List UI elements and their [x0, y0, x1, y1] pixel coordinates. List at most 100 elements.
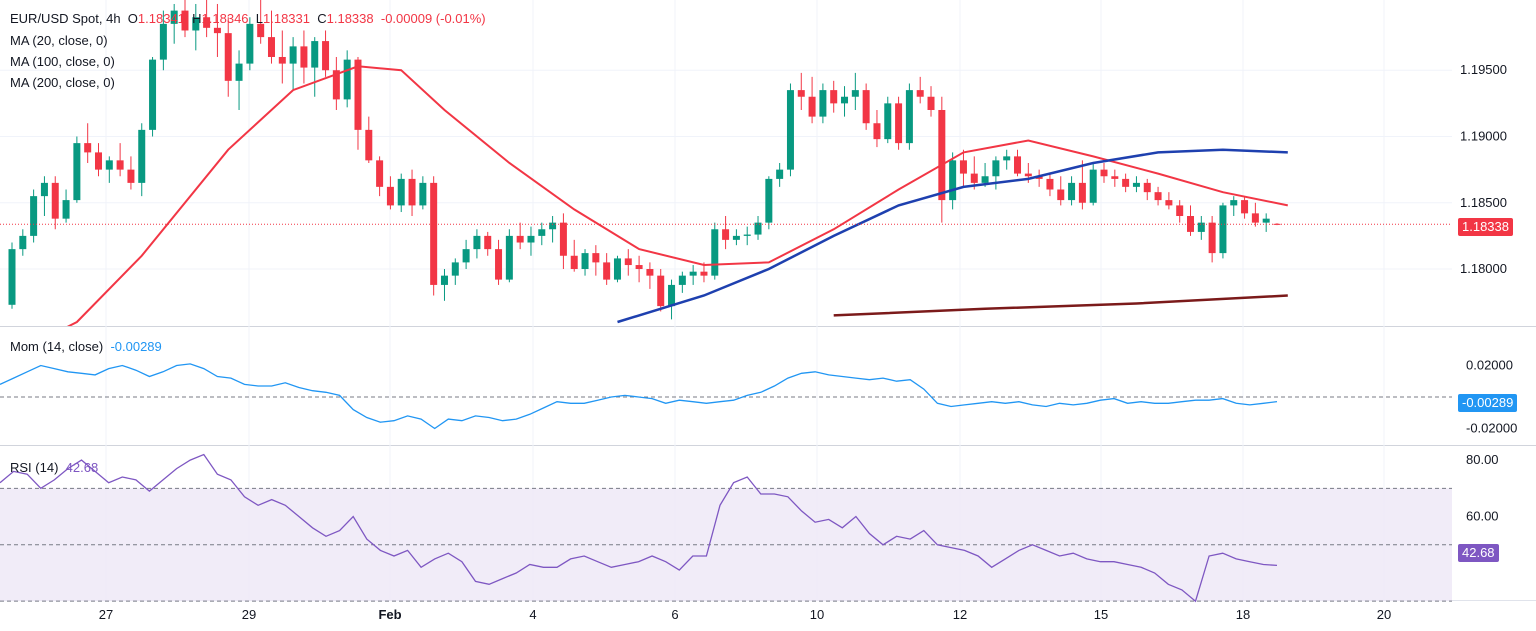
open-value: 1.18341 [137, 11, 185, 26]
rsi-axis-label: 60.00 [1466, 509, 1499, 524]
candle-body [1046, 178, 1054, 190]
candle-body [1122, 178, 1130, 187]
candle-body [624, 258, 632, 266]
candle-body [862, 90, 870, 124]
time-axis-label: 27 [99, 607, 113, 622]
candle-body [505, 235, 513, 280]
candle-body [1273, 223, 1281, 225]
low-label: L [255, 11, 263, 26]
candle-body [592, 253, 600, 263]
price-axis-label: 1.18500 [1460, 195, 1507, 210]
rsi-axis-label: 80.00 [1466, 452, 1499, 467]
candle-body [105, 160, 113, 170]
candle-body [473, 235, 481, 250]
mom-tag: -0.00289 [1458, 394, 1518, 412]
open-label: O [127, 11, 138, 26]
candle-body [808, 96, 816, 117]
candle-body [440, 275, 448, 285]
symbol-legend: EUR/USD Spot, 4h O1.18341 H1.18346 L 1.18… [10, 10, 486, 28]
mom-line [0, 363, 1278, 430]
candle-body [170, 10, 178, 24]
candle-body [376, 160, 384, 187]
ma20-legend[interactable]: MA (20, close, 0) [10, 33, 108, 48]
candle-body [635, 265, 643, 270]
candle-body [484, 235, 492, 250]
symbol-label: EUR/USD Spot, 4h [10, 11, 121, 26]
candle-body [73, 143, 81, 201]
candle-body [267, 37, 275, 57]
change-value: -0.00009 (-0.01%) [380, 11, 486, 26]
time-axis-label: 18 [1236, 607, 1250, 622]
candle-body [278, 56, 286, 64]
candle-body [181, 10, 189, 31]
rsi-legend[interactable]: RSI (14) 42.68 [10, 459, 98, 477]
candle-body [743, 234, 751, 236]
candle-body [138, 129, 146, 183]
high-value: 1.18346 [201, 11, 249, 26]
candle-body [895, 103, 903, 144]
candle-body [992, 160, 1000, 177]
mom-axis-label: 0.02000 [1466, 357, 1513, 372]
candle-body [192, 17, 200, 31]
candle-body [354, 59, 362, 130]
candle-body [830, 90, 838, 104]
time-axis-label: 10 [810, 607, 824, 622]
candle-body [397, 178, 405, 206]
price-axis-label: 1.19500 [1460, 62, 1507, 77]
candle-body [419, 182, 427, 206]
candle-body [430, 182, 438, 285]
candle-body [581, 253, 589, 270]
candle-body [700, 271, 708, 276]
candle-body [668, 284, 676, 307]
time-axis-label: 4 [529, 607, 536, 622]
time-axis-label: 15 [1094, 607, 1108, 622]
candle-body [949, 160, 957, 201]
candle-body [1165, 200, 1173, 206]
candle-body [451, 262, 459, 276]
close-value: 1.18338 [326, 11, 374, 26]
ma20-line [66, 65, 1288, 326]
candle-body [549, 222, 557, 230]
price-tag: 1.18338 [1458, 218, 1513, 236]
candle-body [841, 96, 849, 104]
candle-body [538, 229, 546, 236]
candle-body [646, 269, 654, 276]
candle-body [51, 182, 59, 219]
candle-body [322, 41, 330, 71]
candle-body [1068, 182, 1076, 201]
mom-legend[interactable]: Mom (14, close) -0.00289 [10, 338, 162, 356]
candle-body [732, 235, 740, 240]
rsi-tag: 42.68 [1458, 544, 1499, 562]
candle-body [224, 33, 232, 81]
candle-body [257, 23, 265, 38]
time-axis-label: 29 [242, 607, 256, 622]
candle-body [981, 176, 989, 183]
candle-body [819, 90, 827, 117]
candle-body [1014, 156, 1022, 174]
rsi-label: RSI (14) [10, 460, 59, 475]
candle-body [570, 255, 578, 270]
candle-body [786, 90, 794, 170]
candle-body [495, 249, 503, 280]
candle-body [213, 27, 221, 34]
candle-body [905, 90, 913, 144]
candle-body [797, 90, 805, 97]
candle-body [235, 63, 243, 81]
candle-body [1197, 222, 1205, 232]
candle-body [84, 143, 92, 153]
candle-body [246, 23, 254, 64]
ma100-legend[interactable]: MA (100, close, 0) [10, 54, 115, 69]
candle-body [1262, 218, 1270, 223]
candle-body [1176, 205, 1184, 217]
rsi-value: 42.68 [65, 460, 99, 475]
time-axis-label: 12 [953, 607, 967, 622]
candle-body [1035, 176, 1043, 179]
candle-body [62, 200, 70, 219]
ma200-legend[interactable]: MA (200, close, 0) [10, 75, 115, 90]
candle-body [527, 235, 535, 243]
candle-body [1143, 182, 1151, 193]
candle-body [1241, 200, 1249, 214]
high-label: H [192, 11, 202, 26]
candle-body [365, 129, 373, 161]
